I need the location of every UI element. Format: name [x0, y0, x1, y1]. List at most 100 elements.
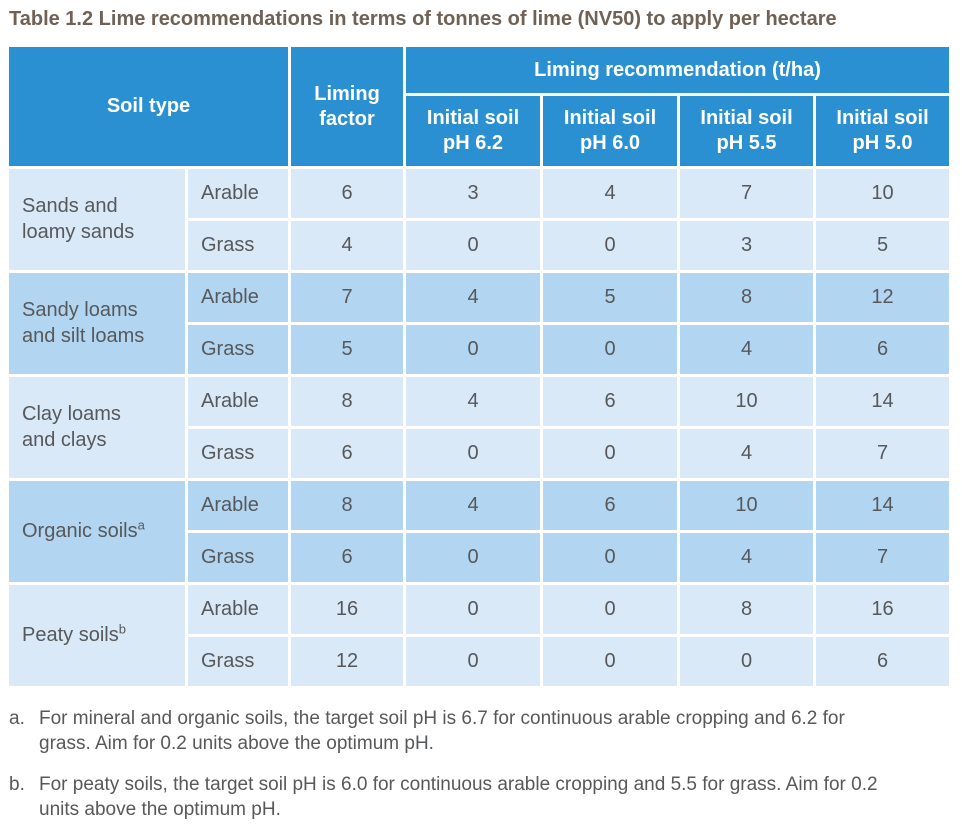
- use-cell: Grass: [188, 533, 289, 582]
- soil-name-cell: Organic soilsa: [9, 481, 185, 582]
- header-ph-6-0: Initial soil pH 6.0: [543, 96, 678, 166]
- value-cell: 0: [543, 429, 678, 478]
- liming-factor-cell: 5: [291, 325, 404, 374]
- soil-name-cell: Clay loams and clays: [9, 377, 185, 478]
- value-cell: 8: [680, 273, 814, 322]
- footnote-ref: a: [137, 517, 145, 533]
- value-cell: 6: [816, 637, 950, 686]
- liming-factor-cell: 8: [291, 377, 404, 426]
- header-ph-6-2: Initial soil pH 6.2: [406, 96, 541, 166]
- footnote-ref: b: [118, 621, 126, 637]
- use-cell: Grass: [188, 429, 289, 478]
- value-cell: 3: [406, 169, 541, 218]
- value-cell: 4: [680, 429, 814, 478]
- footnote-b-text: For peaty soils, the target soil pH is 6…: [39, 773, 878, 820]
- liming-factor-cell: 8: [291, 481, 404, 530]
- value-cell: 16: [816, 585, 950, 634]
- header-soil-type: Soil type: [9, 47, 289, 166]
- use-cell: Grass: [188, 325, 289, 374]
- value-cell: 8: [680, 585, 814, 634]
- table-row: Clay loams and clays Arable 8 4 6 10 14: [9, 377, 950, 478]
- value-cell: 4: [406, 273, 541, 322]
- header-liming-factor: Liming factor: [291, 47, 404, 166]
- value-cell: 7: [816, 533, 950, 582]
- value-cell: 7: [816, 429, 950, 478]
- value-cell: 0: [543, 585, 678, 634]
- value-cell: 0: [543, 637, 678, 686]
- use-cell: Arable: [188, 585, 289, 634]
- value-cell: 14: [816, 481, 950, 530]
- value-cell: 5: [816, 221, 950, 270]
- liming-factor-cell: 6: [291, 533, 404, 582]
- value-cell: 10: [680, 481, 814, 530]
- footnote-a: a. For mineral and organic soils, the ta…: [9, 706, 954, 757]
- value-cell: 3: [680, 221, 814, 270]
- table-row: Grass 5 0 0 4 6: [9, 325, 950, 374]
- value-cell: 4: [406, 377, 541, 426]
- value-cell: 4: [680, 325, 814, 374]
- value-cell: 0: [406, 637, 541, 686]
- table-row: Grass 6 0 0 4 7: [9, 533, 950, 582]
- table-row: Grass 12 0 0 0 6: [9, 637, 950, 686]
- header-ph-5-5: Initial soil pH 5.5: [680, 96, 814, 166]
- use-cell: Grass: [188, 221, 289, 270]
- soil-name-cell: Peaty soilsb: [9, 585, 185, 686]
- liming-factor-cell: 7: [291, 273, 404, 322]
- header-liming-recommendation: Liming recommendation (t/ha): [406, 47, 950, 93]
- table-row: Sands and loamy sands Arable 6 3 4 7 10: [9, 169, 950, 270]
- value-cell: 6: [543, 481, 678, 530]
- value-cell: 0: [543, 221, 678, 270]
- footnote-a-marker: a.: [9, 708, 25, 729]
- value-cell: 0: [406, 429, 541, 478]
- value-cell: 5: [543, 273, 678, 322]
- value-cell: 10: [680, 377, 814, 426]
- value-cell: 0: [543, 325, 678, 374]
- header-row-top: Soil type Liming factor Liming recommend…: [9, 47, 950, 166]
- liming-factor-cell: 6: [291, 429, 404, 478]
- soil-name-cell: Sands and loamy sands: [9, 169, 185, 270]
- liming-factor-cell: 12: [291, 637, 404, 686]
- value-cell: 0: [680, 637, 814, 686]
- lime-recommendations-table: Soil type Liming factor Liming recommend…: [6, 44, 952, 689]
- footnote-b-marker: b.: [9, 773, 25, 795]
- soil-name-cell: Sandy loams and silt loams: [9, 273, 185, 374]
- use-cell: Arable: [188, 481, 289, 530]
- value-cell: 0: [406, 533, 541, 582]
- value-cell: 0: [406, 585, 541, 634]
- table-row: Sandy loams and silt loams Arable 7 4 5 …: [9, 273, 950, 374]
- value-cell: 7: [680, 169, 814, 218]
- use-cell: Arable: [188, 377, 289, 426]
- soil-name: Organic soilsa: [22, 517, 145, 542]
- footnotes: a. For mineral and organic soils, the ta…: [9, 706, 954, 822]
- value-cell: 4: [543, 169, 678, 218]
- value-cell: 0: [406, 221, 541, 270]
- footnote-a-text: For mineral and organic soils, the targe…: [39, 708, 845, 755]
- value-cell: 14: [816, 377, 950, 426]
- soil-name: Clay loams and clays: [22, 402, 121, 451]
- table-row: Organic soilsa Arable 8 4 6 10 14: [9, 481, 950, 582]
- value-cell: 6: [816, 325, 950, 374]
- table-row: Grass 6 0 0 4 7: [9, 429, 950, 478]
- table-row: Grass 4 0 0 3 5: [9, 221, 950, 270]
- value-cell: 0: [406, 325, 541, 374]
- value-cell: 4: [680, 533, 814, 582]
- liming-factor-cell: 6: [291, 169, 404, 218]
- soil-name: Sandy loams and silt loams: [22, 298, 145, 347]
- header-row-sub: Initial soil pH 6.2 Initial soil pH 6.0 …: [9, 96, 950, 166]
- header-ph-5-0: Initial soil pH 5.0: [816, 96, 950, 166]
- table-title: Table 1.2 Lime recommendations in terms …: [9, 8, 837, 30]
- liming-factor-cell: 4: [291, 221, 404, 270]
- soil-name: Sands and loamy sands: [22, 194, 135, 243]
- use-cell: Arable: [188, 273, 289, 322]
- footnote-b: b. For peaty soils, the target soil pH i…: [9, 772, 954, 823]
- table-row: Peaty soilsb Arable 16 0 0 8 16: [9, 585, 950, 686]
- value-cell: 12: [816, 273, 950, 322]
- value-cell: 4: [406, 481, 541, 530]
- value-cell: 0: [543, 533, 678, 582]
- use-cell: Arable: [188, 169, 289, 218]
- value-cell: 6: [543, 377, 678, 426]
- use-cell: Grass: [188, 637, 289, 686]
- value-cell: 10: [816, 169, 950, 218]
- soil-name: Peaty soilsb: [22, 621, 126, 646]
